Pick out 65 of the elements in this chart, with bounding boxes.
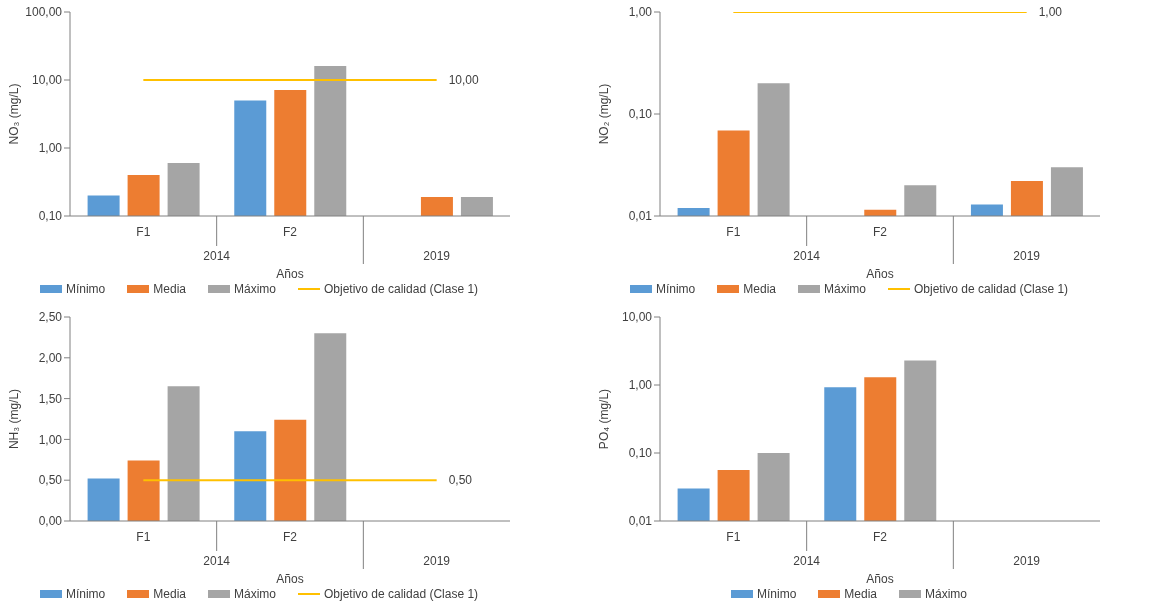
- text: 2014: [203, 249, 231, 263]
- x-axis-title: Años: [276, 267, 304, 281]
- y-tick-label: 2,50: [38, 310, 63, 325]
- x-tick-label: F2: [872, 530, 888, 544]
- data-label: 1,00: [1038, 5, 1063, 19]
- y-tick-label: 0,10: [38, 209, 63, 224]
- bar: [314, 333, 347, 521]
- legend-label: Objetivo de calidad (Clase 1): [323, 587, 479, 601]
- y-tick-label: 0,50: [38, 473, 63, 488]
- y-tick-label: 1,00: [628, 378, 653, 393]
- y-tick-label: 10,00: [621, 310, 653, 325]
- legend-label: Máximo: [233, 587, 276, 601]
- bar: [234, 431, 267, 521]
- y-tick-label: 0,10: [628, 446, 653, 461]
- x-tick-label: F1: [136, 530, 151, 544]
- y-tick-label: 1,50: [38, 391, 63, 406]
- x-axis-title: Años: [866, 267, 894, 281]
- y-axis-title: PO₄ (mg/L): [597, 388, 612, 450]
- legend-label: Mínimo: [65, 587, 106, 601]
- data-label: 10,00: [448, 73, 480, 87]
- y-axis-title: NO₃ (mg/L): [7, 83, 22, 145]
- text: 2019: [423, 249, 451, 263]
- x-tick-label: F1: [726, 225, 741, 239]
- legend-label: Mínimo: [655, 282, 696, 296]
- legend-label: Media: [153, 282, 186, 296]
- bar: [274, 419, 307, 521]
- legend-label: Media: [844, 587, 877, 601]
- text: 2014: [793, 249, 821, 263]
- y-tick-label: 1,00: [628, 5, 653, 20]
- y-tick-label: 10,00: [31, 73, 63, 88]
- legend-label: Mínimo: [65, 282, 106, 296]
- text: 2014: [793, 554, 821, 568]
- x-tick-label: F2: [282, 225, 298, 239]
- x-axis-title: Años: [276, 572, 304, 586]
- y-tick-label: 1,00: [38, 432, 63, 447]
- x-tick-label: F2: [872, 225, 888, 239]
- legend-label: Máximo: [823, 282, 866, 296]
- text: 2019: [1013, 249, 1041, 263]
- legend-label: Media: [153, 587, 186, 601]
- bar: [87, 478, 120, 521]
- y-tick-label: 0,10: [628, 107, 653, 122]
- y-tick-label: 100,00: [25, 5, 63, 20]
- legend-label: Mínimo: [756, 587, 797, 601]
- text: 2019: [423, 554, 451, 568]
- legend-label: Objetivo de calidad (Clase 1): [323, 282, 479, 296]
- x-axis-title: Años: [866, 572, 894, 586]
- y-axis-title: NO₂ (mg/L): [597, 83, 612, 145]
- y-tick-label: 0,01: [628, 209, 653, 224]
- legend-label: Media: [743, 282, 776, 296]
- legend-label: Máximo: [925, 587, 968, 601]
- y-axis-title: NH₃ (mg/L): [7, 388, 22, 450]
- y-tick-label: 1,00: [38, 141, 63, 156]
- data-label: 0,50: [448, 473, 473, 488]
- x-tick-label: F2: [282, 530, 298, 544]
- text: 2014: [203, 554, 231, 568]
- y-tick-label: 0,00: [38, 514, 63, 529]
- bar: [167, 386, 200, 521]
- x-tick-label: F1: [136, 225, 151, 239]
- y-tick-label: 0,01: [628, 514, 653, 529]
- x-tick-label: F1: [726, 530, 741, 544]
- y-tick-label: 2,00: [38, 351, 63, 366]
- legend-label: Máximo: [233, 282, 276, 296]
- bar: [127, 460, 160, 521]
- legend-label: Objetivo de calidad (Clase 1): [913, 282, 1069, 296]
- text: 2019: [1013, 554, 1041, 568]
